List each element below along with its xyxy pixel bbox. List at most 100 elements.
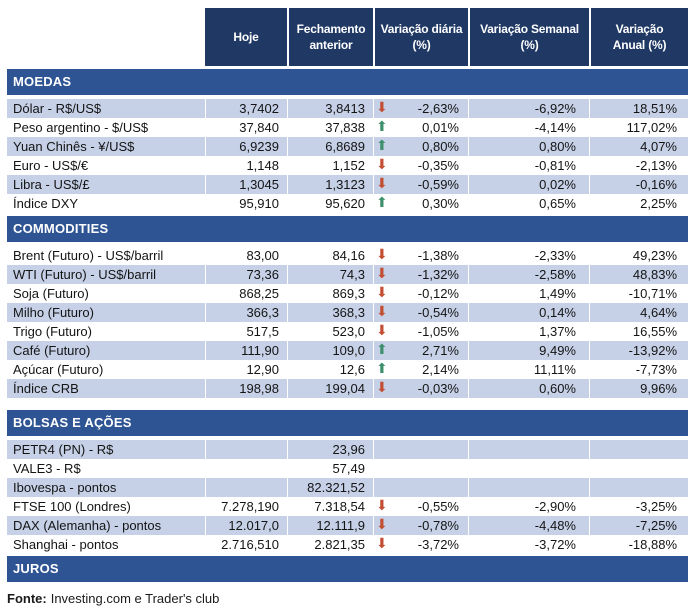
asset-label: Yuan Chinês - ¥/US$ <box>13 139 135 154</box>
fechamento-anterior-value: 3,8413 <box>287 99 373 118</box>
variacao-diaria-cell: ⬆ 2,14% <box>373 360 468 379</box>
fechamento-anterior-value: 869,3 <box>287 284 373 303</box>
table-row: Shanghai - pontos 2.716,510 2.821,35 ⬇ -… <box>7 535 688 554</box>
fechamento-anterior-value: 74,3 <box>287 265 373 284</box>
hoje-value: 517,5 <box>205 322 287 341</box>
hoje-value: 12.017,0 <box>205 516 287 535</box>
table-row: Milho (Futuro) 366,3 368,3 ⬇ -0,54% 0,14… <box>7 303 688 322</box>
variacao-anual-value <box>589 459 688 478</box>
table-row: DAX (Alemanha) - pontos 12.017,0 12.111,… <box>7 516 688 535</box>
table-body: MOEDAS Dólar - R$/US$ 3,7402 3,8413 ⬇ -2… <box>7 69 688 582</box>
variacao-semanal-value: -2,90% <box>468 497 589 516</box>
asset-label: Dólar - R$/US$ <box>13 101 102 116</box>
variacao-semanal-value: -0,81% <box>468 156 589 175</box>
asset-label: PETR4 (PN) - R$ <box>13 442 114 457</box>
down-arrow-icon: ⬇ <box>376 100 388 116</box>
header-variacao-diaria: Variação diária (%) <box>373 8 468 66</box>
fechamento-anterior-value: 6,8689 <box>287 137 373 156</box>
variacao-semanal-value: 0,80% <box>468 137 589 156</box>
variacao-semanal-value: -2,58% <box>468 265 589 284</box>
section-rows: Brent (Futuro) - US$/barril 83,00 84,16 … <box>7 246 688 398</box>
header-empty-cell <box>7 8 205 66</box>
asset-label: Euro - US$/€ <box>13 158 89 173</box>
fechamento-anterior-value: 1,152 <box>287 156 373 175</box>
table-row: Brent (Futuro) - US$/barril 83,00 84,16 … <box>7 246 688 265</box>
table-section: COMMODITIES Brent (Futuro) - US$/barril … <box>7 216 688 398</box>
variacao-diaria-value: -0,35% <box>417 158 459 173</box>
table-row: Soja (Futuro) 868,25 869,3 ⬇ -0,12% 1,49… <box>7 284 688 303</box>
hoje-value: 6,9239 <box>205 137 287 156</box>
variacao-diaria-cell: ⬇ -1,32% <box>373 265 468 284</box>
hoje-value: 3,7402 <box>205 99 287 118</box>
table-row: Índice DXY 95,910 95,620 ⬆ 0,30% 0,65% 2… <box>7 194 688 213</box>
asset-label: Shanghai - pontos <box>13 537 119 552</box>
section-rows: Dólar - R$/US$ 3,7402 3,8413 ⬇ -2,63% -6… <box>7 99 688 213</box>
section-title: MOEDAS <box>13 74 72 89</box>
variacao-anual-value: -7,25% <box>589 516 688 535</box>
table-header: Hoje Fechamento anterior Variação diária… <box>7 8 688 66</box>
variacao-anual-value: -2,13% <box>589 156 688 175</box>
variacao-diaria-cell <box>373 478 468 497</box>
variacao-diaria-cell: ⬇ -3,72% <box>373 535 468 554</box>
table-row: Índice CRB 198,98 199,04 ⬇ -0,03% 0,60% … <box>7 379 688 398</box>
variacao-semanal-value <box>468 459 589 478</box>
variacao-diaria-value: 2,71% <box>422 343 459 358</box>
fechamento-anterior-value: 109,0 <box>287 341 373 360</box>
variacao-diaria-cell: ⬆ 0,30% <box>373 194 468 213</box>
variacao-diaria-value: 2,14% <box>422 362 459 377</box>
variacao-anual-value: -18,88% <box>589 535 688 554</box>
table-section: JUROS <box>7 556 688 582</box>
hoje-value: 868,25 <box>205 284 287 303</box>
fechamento-anterior-value: 95,620 <box>287 194 373 213</box>
section-band-moedas: MOEDAS <box>7 69 688 95</box>
hoje-value: 37,840 <box>205 118 287 137</box>
hoje-value: 95,910 <box>205 194 287 213</box>
fechamento-anterior-value: 12.111,9 <box>287 516 373 535</box>
variacao-semanal-value: 9,49% <box>468 341 589 360</box>
table-row: Ibovespa - pontos 82.321,52 <box>7 478 688 497</box>
section-title: COMMODITIES <box>13 221 109 236</box>
down-arrow-icon: ⬇ <box>376 517 388 533</box>
variacao-diaria-value: 0,01% <box>422 120 459 135</box>
up-arrow-icon: ⬆ <box>376 342 388 358</box>
section-band-juros: JUROS <box>7 556 688 582</box>
up-arrow-icon: ⬆ <box>376 138 388 154</box>
asset-label: VALE3 - R$ <box>13 461 81 476</box>
variacao-semanal-value: 0,65% <box>468 194 589 213</box>
table-row: VALE3 - R$ 57,49 <box>7 459 688 478</box>
fechamento-anterior-value: 2.821,35 <box>287 535 373 554</box>
variacao-semanal-value: 0,60% <box>468 379 589 398</box>
header-variacao-anual: Variação Anual (%) <box>589 8 688 66</box>
section-rows: PETR4 (PN) - R$ 23,96 VALE3 - R$ 57,49 I… <box>7 440 688 554</box>
variacao-anual-value: 16,55% <box>589 322 688 341</box>
fechamento-anterior-value: 1,3123 <box>287 175 373 194</box>
variacao-diaria-cell: ⬇ -0,54% <box>373 303 468 322</box>
hoje-value: 111,90 <box>205 341 287 360</box>
variacao-semanal-value: 11,11% <box>468 360 589 379</box>
variacao-diaria-value: -1,38% <box>417 248 459 263</box>
source-note: Fonte: Investing.com e Trader's club <box>7 591 695 606</box>
asset-label: Ibovespa - pontos <box>13 480 117 495</box>
fechamento-anterior-value: 7.318,54 <box>287 497 373 516</box>
variacao-anual-value <box>589 478 688 497</box>
fechamento-anterior-value: 82.321,52 <box>287 478 373 497</box>
hoje-value: 12,90 <box>205 360 287 379</box>
variacao-semanal-value: 1,49% <box>468 284 589 303</box>
table-row: Euro - US$/€ 1,148 1,152 ⬇ -0,35% -0,81%… <box>7 156 688 175</box>
hoje-value: 2.716,510 <box>205 535 287 554</box>
section-title: JUROS <box>13 561 59 576</box>
table-row: Peso argentino - $/US$ 37,840 37,838 ⬆ 0… <box>7 118 688 137</box>
variacao-diaria-value: 0,30% <box>422 196 459 211</box>
variacao-diaria-value: -1,05% <box>417 324 459 339</box>
variacao-diaria-value: 0,80% <box>422 139 459 154</box>
variacao-diaria-cell: ⬇ -1,05% <box>373 322 468 341</box>
variacao-diaria-cell: ⬇ -0,55% <box>373 497 468 516</box>
fechamento-anterior-value: 199,04 <box>287 379 373 398</box>
asset-label: Milho (Futuro) <box>13 305 94 320</box>
variacao-diaria-cell: ⬇ -0,78% <box>373 516 468 535</box>
down-arrow-icon: ⬇ <box>376 304 388 320</box>
table-row: PETR4 (PN) - R$ 23,96 <box>7 440 688 459</box>
hoje-value: 366,3 <box>205 303 287 322</box>
down-arrow-icon: ⬇ <box>376 157 388 173</box>
down-arrow-icon: ⬇ <box>376 247 388 263</box>
